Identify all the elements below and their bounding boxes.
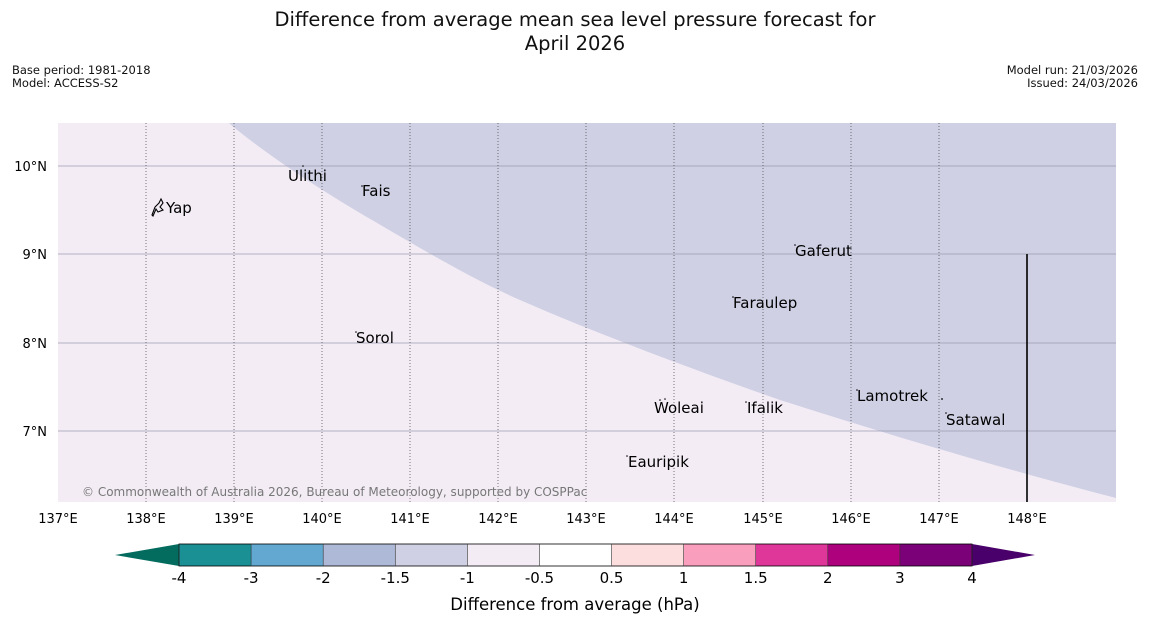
place-label-eauripik: Eauripik xyxy=(628,453,689,471)
colorbar-extend-high xyxy=(972,544,1035,566)
lat-label: 9°N xyxy=(23,248,48,263)
place-label-fais: Fais xyxy=(362,182,391,200)
colorbar-segment xyxy=(179,544,252,566)
lon-label: 148°E xyxy=(1007,512,1047,527)
atoll-markers xyxy=(302,165,947,457)
colorbar-segment xyxy=(827,544,901,566)
lon-label: 147°E xyxy=(919,512,959,527)
place-label-gaferut: Gaferut xyxy=(795,242,852,260)
place-label-ulithi: Ulithi xyxy=(288,167,327,185)
colorbar-label: Difference from average (hPa) xyxy=(450,595,699,614)
place-label-satawal: Satawal xyxy=(946,411,1005,429)
colorbar-segment xyxy=(539,544,613,566)
lon-label: 146°E xyxy=(831,512,871,527)
model-run: Model run: 21/03/2026 xyxy=(1006,63,1138,77)
colorbar-segment xyxy=(395,544,468,566)
issued-date: Issued: 24/03/2026 xyxy=(1027,76,1138,90)
colorbar-segment xyxy=(683,544,757,566)
colorbar-tick-label: -2 xyxy=(316,569,331,587)
model-name: Model: ACCESS-S2 xyxy=(12,76,119,90)
chart-title: Difference from average mean sea level p… xyxy=(0,8,1150,56)
lon-label: 145°E xyxy=(743,512,783,527)
lon-label: 141°E xyxy=(390,512,430,527)
colorbar-segment xyxy=(323,544,396,566)
colorbar-tick-label: 4 xyxy=(967,569,977,587)
colorbar-segment xyxy=(611,544,685,566)
place-label-ifalik: Ifalik xyxy=(747,399,783,417)
place-label-faraulep: Faraulep xyxy=(733,294,797,312)
lon-label: 142°E xyxy=(478,512,518,527)
place-label-woleai: Woleai xyxy=(654,399,704,417)
colorbar-tick-label: -1.5 xyxy=(381,569,410,587)
colorbar-tick-label: 2 xyxy=(823,569,833,587)
colorbar-segment xyxy=(467,544,540,566)
colorbar: -4 -3 -2 -1.5 -1 -0.5 0.5 1 1.5 2 3 4 Difference fr… xyxy=(115,543,1035,614)
anomaly-fill-negative xyxy=(229,123,1116,498)
meta-right: Model run: 21/03/2026 Issued: 24/03/2026 xyxy=(1007,64,1138,90)
lon-label: 144°E xyxy=(654,512,694,527)
lon-label: 143°E xyxy=(566,512,606,527)
lon-label: 139°E xyxy=(214,512,254,527)
lat-label: 7°N xyxy=(23,425,48,440)
title-line-1: Difference from average mean sea level p… xyxy=(274,8,876,31)
place-label-sorol: Sorol xyxy=(356,329,394,347)
colorbar-tick-label: -3 xyxy=(244,569,259,587)
map-area[interactable]: Yap Ulithi Fais Gaferut Faraulep Sorol L… xyxy=(58,123,1116,502)
lon-label: 138°E xyxy=(126,512,166,527)
colorbar-tick-label: -1 xyxy=(460,569,475,587)
colorbar-tick-label: -4 xyxy=(172,569,187,587)
lon-label: 140°E xyxy=(302,512,342,527)
copyright-text: © Commonwealth of Australia 2026, Bureau… xyxy=(82,485,587,499)
colorbar-tick-label: 0.5 xyxy=(600,569,624,587)
meta-left: Base period: 1981-2018 Model: ACCESS-S2 xyxy=(12,64,151,90)
lon-label: 137°E xyxy=(38,512,78,527)
lon-axis: 137°E 138°E 139°E 140°E 141°E 142°E 143°… xyxy=(38,512,1047,527)
yap-island-shape xyxy=(151,197,164,217)
colorbar-tick-label: -0.5 xyxy=(525,569,554,587)
place-label-lamotrek: Lamotrek xyxy=(857,387,928,405)
colorbar-tick-label: 3 xyxy=(895,569,905,587)
lat-label: 10°N xyxy=(14,160,47,175)
colorbar-segment xyxy=(899,544,973,566)
colorbar-segments xyxy=(115,544,1035,566)
lat-axis: 10°N 9°N 8°N 7°N xyxy=(14,160,47,440)
title-line-2: April 2026 xyxy=(524,32,626,55)
place-label-yap: Yap xyxy=(165,199,192,217)
colorbar-tick-label: 1.5 xyxy=(744,569,768,587)
colorbar-tick-label: 1 xyxy=(679,569,689,587)
colorbar-segment xyxy=(251,544,324,566)
lon-gridlines xyxy=(145,123,940,502)
lat-label: 8°N xyxy=(23,337,48,352)
base-period: Base period: 1981-2018 xyxy=(12,63,151,77)
colorbar-extend-low xyxy=(115,544,179,566)
colorbar-ticks: -4 -3 -2 -1.5 -1 -0.5 0.5 1 1.5 2 3 4 xyxy=(172,544,977,587)
colorbar-segment xyxy=(755,544,829,566)
